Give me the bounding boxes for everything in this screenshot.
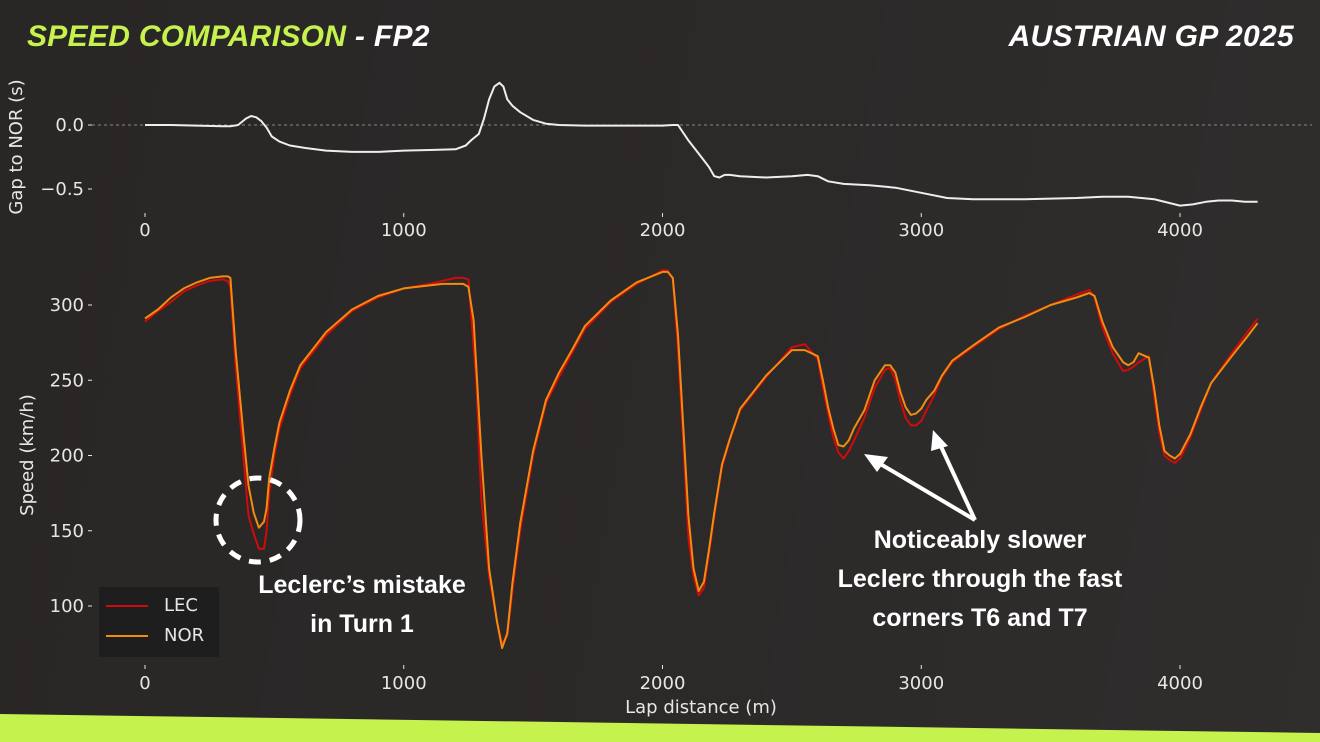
page-title: SPEED COMPARISON - FP2 xyxy=(27,20,430,54)
fast-corners-annotation-line2: Leclerc through the fast xyxy=(837,565,1123,593)
speed-y-tick-label: 150 xyxy=(50,521,84,542)
speed-y-tick-label: 250 xyxy=(50,370,84,391)
gap-chart: 0.0 −0.5 0 1000 2000 3000 4000 Gap to NOR (s) xyxy=(6,79,1312,241)
gap-y-axis: 0.0 −0.5 xyxy=(40,115,92,200)
speed-y-axis: 100 150 200 250 300 xyxy=(50,295,92,617)
accent-band xyxy=(0,714,1320,742)
gap-x-tick-label: 0 xyxy=(139,220,150,241)
legend-item-lec: LEC xyxy=(99,594,219,618)
gap-x-tick-label: 3000 xyxy=(898,220,944,241)
speed-x-tick-label: 3000 xyxy=(898,673,944,694)
event-title: AUSTRIAN GP 2025 xyxy=(1008,20,1294,53)
speed-x-tick-label: 0 xyxy=(139,673,150,694)
nor-speed-line xyxy=(144,270,1259,650)
turn1-highlight-circle xyxy=(213,475,303,565)
title-accent: SPEED COMPARISON xyxy=(27,20,347,53)
speed-x-tick-label: 1000 xyxy=(381,673,427,694)
turn1-annotation-line2: in Turn 1 xyxy=(310,610,414,638)
fast-corners-annotation-line3: corners T6 and T7 xyxy=(872,604,1088,632)
gap-y-tick-label: 0.0 xyxy=(55,115,84,136)
gap-x-tick-label: 2000 xyxy=(640,220,686,241)
gap-y-axis-label: Gap to NOR (s) xyxy=(6,79,27,214)
legend-label-nor: NOR xyxy=(164,625,205,646)
gap-x-axis: 0 1000 2000 3000 4000 xyxy=(139,213,1203,241)
speed-x-tick-label: 2000 xyxy=(640,673,686,694)
gap-line xyxy=(145,81,1258,207)
fast-corners-annotation: Noticeably slower Leclerc through the fa… xyxy=(800,521,1160,638)
legend-swatch-lec xyxy=(106,605,148,607)
legend-label-lec: LEC xyxy=(164,595,198,616)
chart-legend: LEC NOR xyxy=(99,587,219,657)
speed-x-axis-label: Lap distance (m) xyxy=(625,697,777,718)
legend-swatch-nor xyxy=(106,635,148,637)
title-session: - FP2 xyxy=(346,20,430,53)
turn1-annotation: Leclerc’s mistake in Turn 1 xyxy=(232,566,492,644)
speed-x-tick-label: 4000 xyxy=(1157,673,1203,694)
gap-y-tick-label: −0.5 xyxy=(40,179,84,200)
fast-corners-arrows xyxy=(864,430,977,522)
legend-item-nor: NOR xyxy=(99,624,219,648)
gap-x-tick-label: 1000 xyxy=(381,220,427,241)
fast-corners-annotation-line1: Noticeably slower xyxy=(873,526,1087,554)
speed-y-axis-label: Speed (km/h) xyxy=(17,394,38,516)
speed-y-tick-label: 200 xyxy=(50,446,84,467)
speed-chart: 100 150 200 250 300 0 1000 2000 3000 4000 Speed … xyxy=(17,269,1259,718)
gap-x-tick-label: 4000 xyxy=(1157,220,1203,241)
speed-x-axis: 0 1000 2000 3000 4000 xyxy=(139,665,1203,694)
speed-y-tick-label: 100 xyxy=(50,596,84,617)
speed-y-tick-label: 300 xyxy=(50,295,84,316)
turn1-annotation-line1: Leclerc’s mistake xyxy=(258,571,466,599)
